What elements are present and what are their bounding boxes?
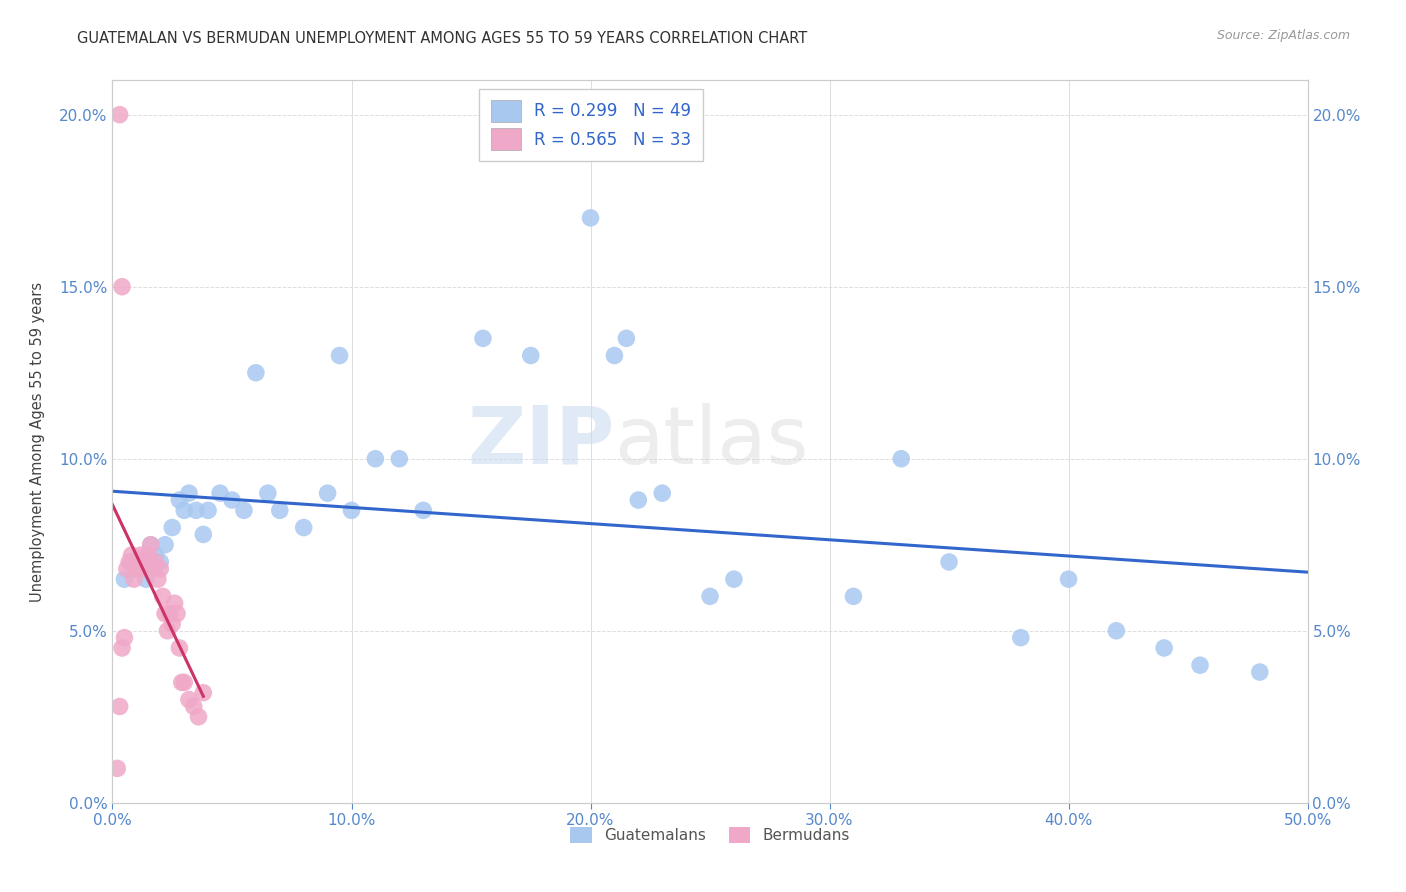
Point (651, 486, 673, 500)
Point (472, 331, 495, 345)
Point (169, 640, 191, 655)
Point (121, 555, 143, 569)
Point (122, 572, 145, 586)
Point (159, 607, 181, 621)
Point (842, 590, 865, 604)
Point (153, 607, 176, 621)
Point (114, 572, 135, 586)
Point (153, 538, 176, 552)
Point (121, 548, 143, 562)
Point (316, 486, 339, 500)
Point (699, 590, 721, 604)
Text: GUATEMALAN VS BERMUDAN UNEMPLOYMENT AMONG AGES 55 TO 59 YEARS CORRELATION CHART: GUATEMALAN VS BERMUDAN UNEMPLOYMENT AMON… (77, 31, 807, 46)
Point (233, 503, 256, 517)
Point (135, 572, 157, 586)
Point (135, 555, 157, 569)
Point (129, 555, 152, 569)
Point (173, 675, 195, 690)
Point (138, 555, 160, 569)
Point (156, 624, 179, 638)
Point (129, 548, 152, 562)
Point (162, 520, 183, 534)
Point (108, 699, 131, 714)
Point (603, 349, 626, 363)
Point (186, 503, 208, 517)
Point (193, 527, 215, 541)
Point (163, 596, 186, 610)
Point (125, 562, 148, 576)
Point (149, 555, 172, 569)
Point (329, 349, 352, 363)
Point (132, 562, 155, 576)
Point (142, 562, 165, 576)
Point (364, 451, 387, 466)
Point (1105, 624, 1128, 638)
Point (221, 493, 243, 508)
Point (142, 562, 165, 576)
Point (183, 699, 205, 714)
Point (177, 692, 200, 706)
Point (269, 503, 291, 517)
Point (257, 486, 280, 500)
Point (118, 555, 141, 569)
Y-axis label: Unemployment Among Ages 55 to 59 years: Unemployment Among Ages 55 to 59 years (31, 282, 45, 601)
Point (170, 675, 193, 690)
Point (890, 451, 912, 466)
Point (115, 562, 138, 576)
Point (1189, 658, 1212, 673)
Point (166, 607, 188, 621)
Point (152, 590, 174, 604)
Point (187, 710, 209, 724)
Point (1057, 572, 1080, 586)
Point (938, 555, 960, 569)
Point (616, 331, 638, 345)
Point (579, 211, 602, 225)
Point (245, 366, 267, 380)
Point (138, 548, 160, 562)
Point (146, 572, 169, 586)
Point (162, 616, 183, 631)
Point (145, 548, 167, 562)
Point (292, 520, 315, 534)
Point (1249, 665, 1271, 679)
Point (1010, 631, 1032, 645)
Point (114, 631, 135, 645)
Point (627, 493, 650, 508)
Point (197, 503, 219, 517)
Text: ZIP: ZIP (467, 402, 614, 481)
Point (412, 503, 434, 517)
Point (388, 451, 411, 466)
Point (177, 486, 200, 500)
Point (1153, 640, 1175, 655)
Point (173, 503, 195, 517)
Point (145, 555, 167, 569)
Point (149, 562, 172, 576)
Text: Source: ZipAtlas.com: Source: ZipAtlas.com (1216, 29, 1350, 42)
Point (209, 486, 232, 500)
Point (193, 686, 215, 700)
Point (139, 538, 162, 552)
Point (128, 555, 150, 569)
Legend: Guatemalans, Bermudans: Guatemalans, Bermudans (564, 822, 856, 849)
Point (520, 349, 543, 363)
Point (723, 572, 745, 586)
Text: atlas: atlas (614, 402, 808, 481)
Point (169, 493, 191, 508)
Point (111, 640, 134, 655)
Point (105, 761, 128, 775)
Point (340, 503, 363, 517)
Point (125, 562, 148, 576)
Point (139, 538, 162, 552)
Point (108, 108, 131, 122)
Point (111, 279, 134, 293)
